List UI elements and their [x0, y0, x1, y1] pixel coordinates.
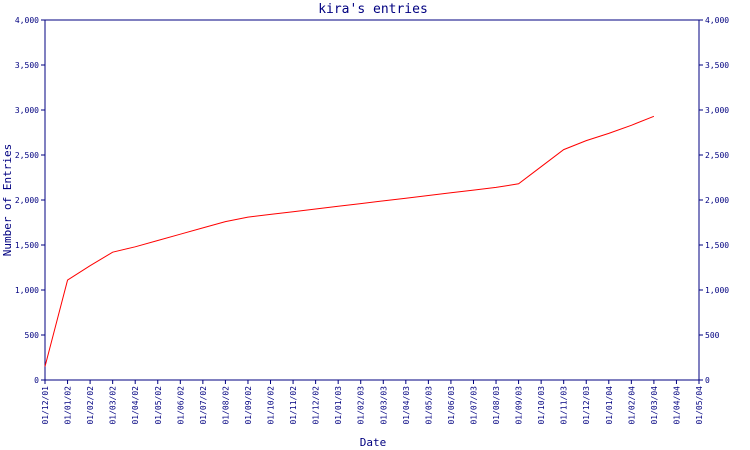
plot-frame [44, 19, 700, 381]
x-tick-label: 01/07/03 [469, 386, 478, 425]
x-tick-label: 01/12/03 [582, 386, 591, 425]
x-tick-label: 01/07/02 [199, 386, 208, 425]
x-tick-label: 01/03/03 [379, 386, 388, 425]
x-tick-label: 01/10/03 [537, 386, 546, 425]
y-tick-label-left: 500 [25, 331, 40, 340]
y-tick-label-right: 2,500 [705, 151, 729, 160]
y-axis-label: Number of Entries [1, 144, 14, 257]
x-tick-label: 01/04/02 [131, 386, 140, 425]
x-tick-label: 01/01/02 [64, 386, 73, 425]
y-tick-label-right: 3,500 [705, 61, 729, 70]
plot-area: 0 0 500 500 1,000 1,000 1,500 1,500 2,000 2,000 2,… [15, 16, 729, 425]
x-tick-label: 01/04/04 [672, 386, 681, 425]
series-line [44, 115, 655, 367]
y-tick-label-left: 3,500 [15, 61, 39, 70]
y-tick-label-left: 1,000 [15, 286, 39, 295]
x-tick-label: 01/09/03 [515, 386, 524, 425]
x-tick-label: 01/09/02 [244, 386, 253, 425]
x-axis-label: Date [360, 436, 387, 449]
x-tick-label: 01/12/01 [41, 386, 50, 425]
x-tick-label: 01/05/03 [424, 386, 433, 425]
y-tick-label-left: 2,500 [15, 151, 39, 160]
y-tick-label-left: 2,000 [15, 196, 39, 205]
x-tick-label: 01/05/02 [154, 386, 163, 425]
x-tick-label: 01/02/03 [357, 386, 366, 425]
x-tick-label: 01/06/02 [176, 386, 185, 425]
x-tick-label: 01/08/02 [221, 386, 230, 425]
x-tick-label: 01/03/04 [650, 386, 659, 425]
x-tick-label: 01/08/03 [492, 386, 501, 425]
y-tick-label-right: 1,000 [705, 286, 729, 295]
x-tick-label: 01/11/02 [289, 386, 298, 425]
x-tick-label: 01/11/03 [560, 386, 569, 425]
y-tick-label-left: 0 [34, 376, 39, 385]
x-tick-label: 01/01/04 [605, 386, 614, 425]
x-tick-label: 01/02/04 [627, 386, 636, 425]
x-tick-label: 01/12/02 [312, 386, 321, 425]
chart-title: kira's entries [318, 2, 428, 17]
y-tick-label-right: 500 [705, 331, 720, 340]
y-tick-label-left: 1,500 [15, 241, 39, 250]
y-tick-label-right: 0 [705, 376, 710, 385]
y-tick-label-left: 3,000 [15, 106, 39, 115]
y-tick-label-left: 4,000 [15, 16, 39, 25]
x-tick-label: 01/10/02 [267, 386, 276, 425]
x-tick-label: 01/04/03 [402, 386, 411, 425]
x-tick-label: 01/01/03 [334, 386, 343, 425]
x-tick-label: 01/02/02 [86, 386, 95, 425]
x-tick-label: 01/03/02 [109, 386, 118, 425]
y-tick-label-right: 2,000 [705, 196, 729, 205]
x-tick-label: 01/06/03 [447, 386, 456, 425]
x-tick-label: 01/05/04 [695, 386, 704, 425]
y-tick-label-right: 1,500 [705, 241, 729, 250]
y-tick-label-right: 4,000 [705, 16, 729, 25]
y-tick-label-right: 3,000 [705, 106, 729, 115]
